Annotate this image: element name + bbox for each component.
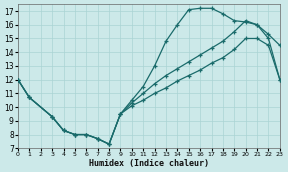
X-axis label: Humidex (Indice chaleur): Humidex (Indice chaleur)	[89, 159, 209, 168]
